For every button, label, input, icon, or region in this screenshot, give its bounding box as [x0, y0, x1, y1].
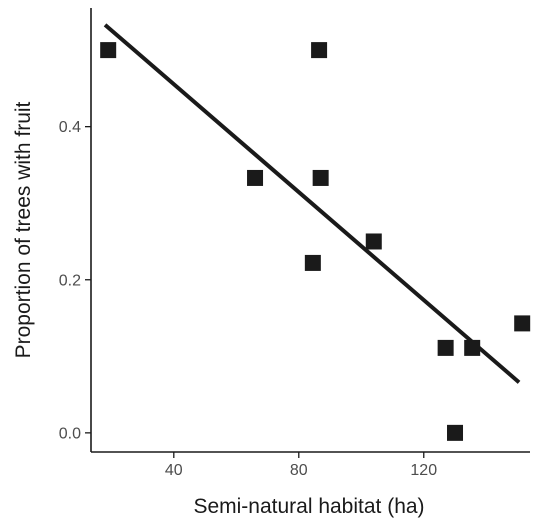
y-axis-title: Proportion of trees with fruit: [12, 101, 35, 358]
x-tick-label: 40: [165, 462, 183, 479]
x-tick-label: 120: [410, 462, 437, 479]
plot-area: 40 80 120 0.0 0.2 0.4: [59, 8, 531, 479]
data-point: [311, 42, 328, 59]
data-point: [365, 233, 382, 250]
y-tick-label: 0.2: [59, 272, 81, 289]
data-point: [304, 254, 321, 271]
data-point: [464, 339, 481, 356]
x-axis-title: Semi-natural habitat (ha): [193, 495, 424, 518]
data-point: [447, 424, 464, 441]
x-tick-label: 80: [290, 462, 308, 479]
y-tick-label: 0.4: [59, 119, 81, 136]
trend-line: [103, 23, 521, 384]
data-point: [312, 169, 329, 186]
data-point: [247, 169, 264, 186]
data-point: [100, 42, 117, 59]
data-point: [514, 315, 531, 332]
data-point: [437, 339, 454, 356]
y-tick-label: 0.0: [59, 425, 81, 442]
